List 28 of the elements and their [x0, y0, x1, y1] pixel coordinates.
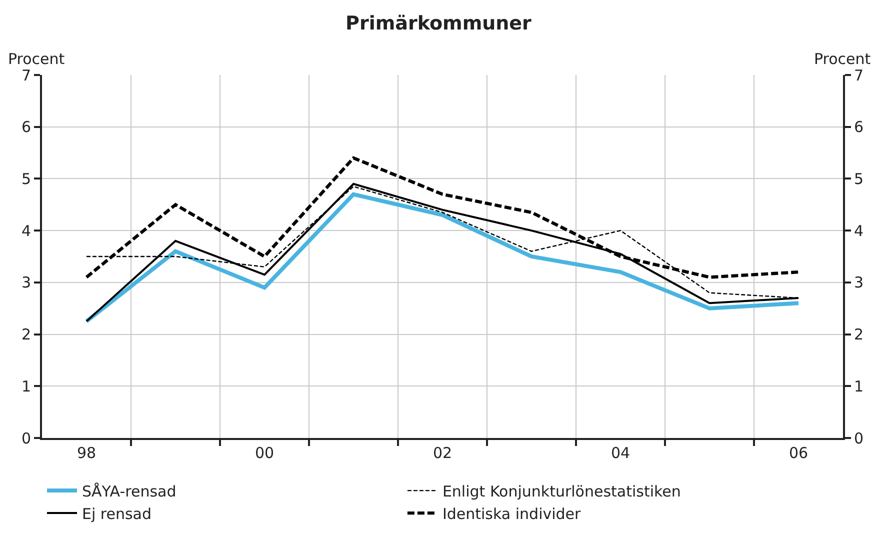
legend-label: Identiska individer	[442, 504, 582, 523]
y2-tick-label: 2	[854, 326, 864, 344]
x-tick-label: 04	[610, 444, 630, 462]
y2-tick-label: 0	[854, 429, 864, 448]
x-tick-label: 06	[788, 444, 808, 462]
y-tick-label: 7	[21, 66, 31, 84]
y2-tick-label: 6	[854, 118, 864, 136]
y-tick-label: 5	[21, 170, 31, 188]
x-tick-label: 98	[76, 444, 96, 462]
chart-title: Primärkommuner	[346, 12, 532, 35]
y-axis-title: Procent	[8, 50, 65, 68]
x-tick-label: 02	[432, 444, 452, 462]
legend-label: Ej rensad	[82, 504, 152, 523]
y2-tick-label: 4	[854, 222, 864, 240]
legend-label: SÅYA-rensad	[82, 482, 176, 500]
y-tick-label: 1	[21, 377, 31, 396]
y-tick-label: 3	[21, 274, 31, 292]
x-tick-label: 00	[254, 444, 274, 462]
y2-axis-title: Procent	[814, 50, 871, 68]
y-tick-label: 0	[21, 429, 31, 448]
y-tick-label: 2	[21, 326, 31, 344]
y2-tick-label: 1	[854, 377, 864, 396]
y2-tick-label: 5	[854, 170, 864, 188]
y-tick-label: 6	[21, 118, 31, 136]
y2-tick-label: 3	[854, 274, 864, 292]
y2-tick-label: 7	[854, 66, 864, 84]
legend-label: Enligt Konjunkturlönestatistiken	[442, 482, 681, 500]
y-tick-label: 4	[21, 222, 31, 240]
